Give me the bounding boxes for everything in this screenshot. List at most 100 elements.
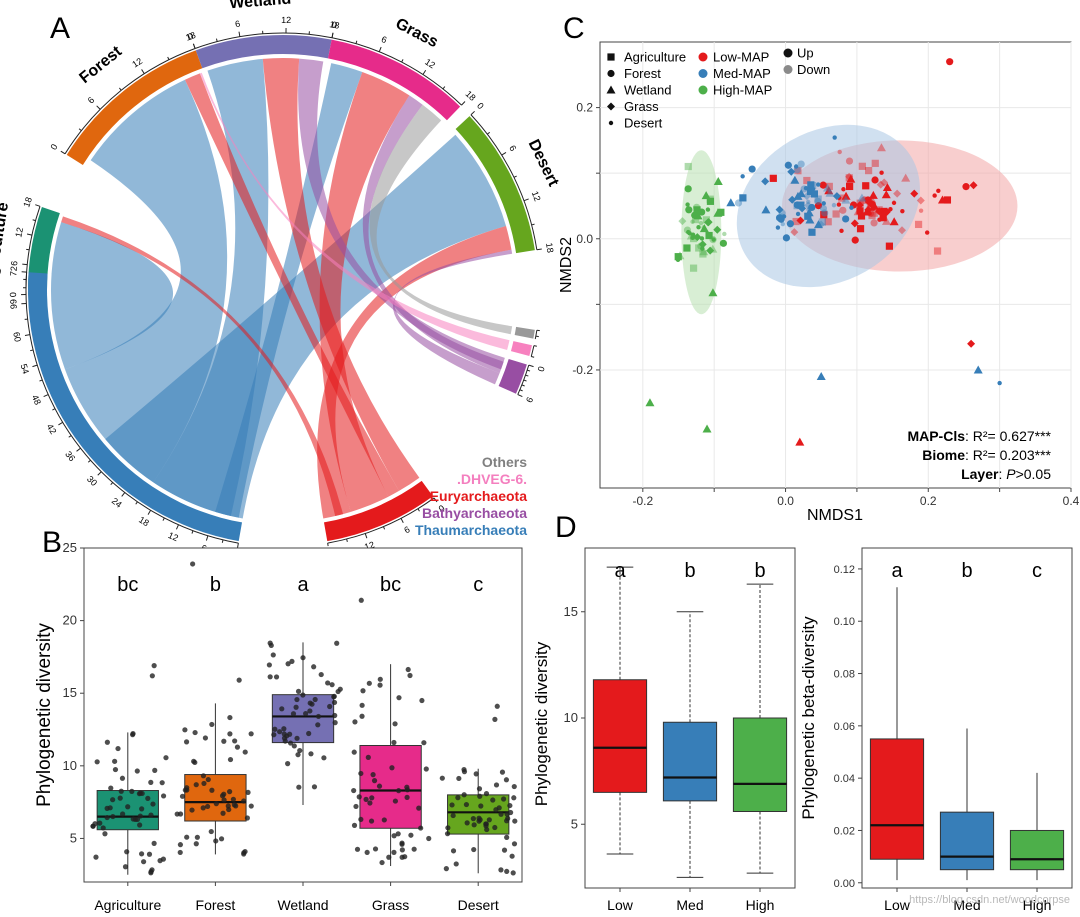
point-agriculture — [607, 53, 615, 61]
sector-tick — [422, 69, 427, 75]
point-desert — [831, 202, 837, 208]
sector-tick — [470, 110, 475, 116]
point-agriculture — [806, 187, 815, 196]
jitter-point-agriculture — [112, 758, 118, 764]
sector-tick-label: 18 — [21, 196, 34, 209]
point-agriculture — [674, 253, 682, 261]
stat-layer-value: >0.05 — [1016, 466, 1052, 482]
jitter-point-wetland — [267, 674, 273, 680]
sector-tick-label: 6 — [234, 18, 241, 29]
jitter-point-forest — [218, 836, 225, 842]
jitter-point-forest — [232, 738, 238, 744]
point-forest — [871, 176, 879, 184]
jitter-point-wetland — [334, 640, 340, 646]
legend-map-dot — [698, 52, 708, 62]
jitter-point-desert — [510, 870, 516, 876]
panel-c-label: C — [563, 12, 585, 45]
sector-tick — [346, 538, 348, 543]
point-desert — [699, 236, 705, 241]
point-desert — [608, 120, 614, 126]
jitter-point-agriculture — [145, 795, 151, 801]
nmds-ytick-label: -0.2 — [572, 363, 593, 377]
jitter-point-wetland — [329, 682, 335, 688]
point-agriculture — [871, 159, 879, 167]
jitter-point-desert — [492, 824, 498, 831]
legend-others: Others — [482, 454, 527, 470]
jitter-point-forest — [242, 848, 248, 855]
point-desert — [803, 186, 809, 191]
sector-tick — [32, 364, 38, 368]
sector-tick — [97, 471, 102, 476]
point-grass — [893, 189, 902, 198]
jitter-point-grass — [399, 840, 405, 846]
jitter-point-wetland — [272, 726, 278, 732]
jitter-point-forest — [193, 782, 199, 788]
sector-tick-label: 0 — [187, 31, 195, 42]
sector-tick-label: 12 — [423, 57, 437, 71]
box-med — [939, 811, 995, 871]
legend-thaumarchaeota: Thaumarchaeota — [415, 522, 527, 538]
sector-tick — [523, 198, 529, 202]
jitter-point-wetland — [303, 710, 309, 717]
ytick-label: 0.00 — [834, 878, 855, 890]
jitter-point-desert — [473, 771, 479, 777]
jitter-point-wetland — [300, 692, 306, 698]
sector-tick — [24, 334, 30, 336]
jitter-point-forest — [245, 789, 251, 796]
sector-tick-label: 0 — [8, 292, 18, 297]
jitter-point-forest — [231, 802, 237, 808]
jitter-point-grass — [351, 822, 358, 828]
ytick-label: 5 — [571, 816, 578, 831]
point-agriculture — [699, 250, 707, 258]
point-forest — [778, 209, 786, 217]
jitter-point-forest — [227, 714, 233, 721]
sector-tick-label: 0 — [536, 365, 547, 373]
sector-tick — [135, 501, 138, 505]
sector-tick — [501, 152, 507, 156]
point-wetland — [824, 186, 834, 195]
jitter-point-desert — [478, 803, 484, 809]
jitter-point-desert — [464, 820, 470, 826]
jitter-point-forest — [230, 796, 236, 802]
point-desert — [853, 238, 859, 243]
jitter-point-forest — [225, 803, 231, 809]
point-desert — [997, 380, 1002, 386]
sector-axis-wetland — [194, 32, 333, 49]
nmds-axes: -0.2 0.0 0.2 0.4 -0.2 0.0 0.2 — [572, 101, 1079, 508]
point-desert — [932, 193, 937, 198]
xtick-label-agriculture: Agriculture — [94, 897, 161, 913]
jitter-point-grass — [352, 719, 358, 725]
point-desert — [795, 211, 801, 217]
ytick-label: 10 — [564, 710, 578, 725]
jitter-point-grass — [366, 680, 372, 686]
point-agriculture — [794, 167, 802, 175]
point-forest — [719, 239, 727, 247]
sector-tick — [331, 32, 334, 38]
jitter-point-grass — [423, 766, 429, 772]
nmds-xtick-label: -0.2 — [632, 494, 653, 508]
jitter-point-forest — [200, 773, 207, 779]
point-forest — [775, 214, 784, 222]
outlier-point-agriculture — [149, 673, 155, 679]
point-desert — [936, 188, 941, 193]
point-desert — [821, 201, 826, 206]
sector-tick — [487, 131, 491, 135]
jitter-point-wetland — [266, 662, 272, 668]
jitter-point-desert — [439, 775, 445, 781]
ytick-label: 0.06 — [834, 721, 855, 733]
sector-tick-label: 60 — [11, 331, 23, 343]
sector-tick — [60, 150, 66, 155]
ytick-label: 15 — [63, 685, 77, 700]
legend-map-dot — [698, 69, 708, 78]
boxplot-b-content: 5 10 15 20 25 bc Agriculture b Forest a Wetland bc G… — [63, 540, 518, 913]
jitter-point-wetland — [306, 730, 312, 737]
sector-tick — [238, 31, 241, 37]
box-grass — [359, 744, 422, 829]
point-forest — [839, 206, 847, 214]
point-forest — [808, 203, 816, 212]
jitter-point-grass — [377, 682, 383, 688]
point-forest — [845, 157, 854, 165]
point-forest — [819, 181, 827, 189]
sector-tick — [533, 345, 537, 347]
jitter-point-forest — [191, 758, 197, 764]
